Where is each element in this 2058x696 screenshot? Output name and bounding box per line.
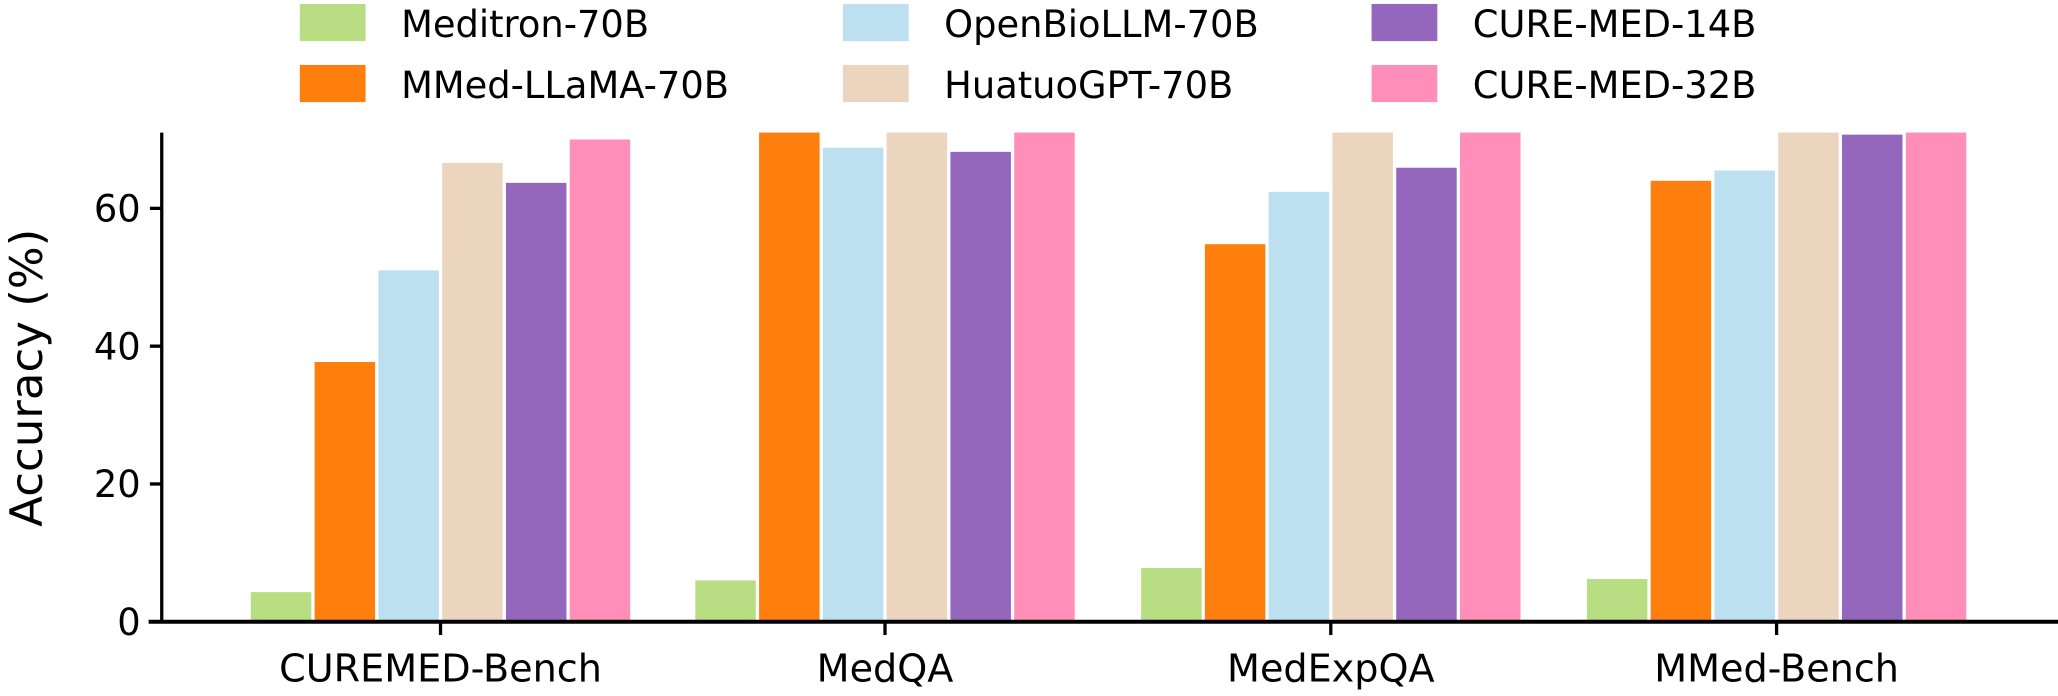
legend-label: MMed-LLaMA-70B	[401, 64, 729, 107]
bar-openbiollm-70b-medexpqa	[1268, 191, 1330, 622]
legend-label: CURE-MED-14B	[1473, 3, 1757, 46]
legend-item: MMed-LLaMA-70B	[299, 64, 729, 107]
bar-meditron-70b-medexpqa	[1141, 568, 1202, 622]
bar-cure-med-32b-curemed-bench	[569, 139, 631, 622]
y-tick-label: 60	[94, 187, 141, 230]
legend-item: CURE-MED-14B	[1371, 3, 1757, 46]
bar-huatuogpt-70b-mmed-bench	[1778, 132, 1839, 622]
legend-label: Meditron-70B	[401, 3, 649, 46]
legend-item: OpenBioLLM-70B	[842, 3, 1259, 46]
bar-meditron-70b-mmed-bench	[1586, 579, 1648, 622]
legend-swatch	[842, 64, 909, 103]
legend-swatch	[842, 3, 909, 42]
bar-meditron-70b-medqa	[695, 580, 756, 622]
axes: 0 20 40 60 CUREMED-Bench MedQA MedExpQA MMed-Be…	[94, 132, 2058, 691]
legend-label: OpenBioLLM-70B	[944, 3, 1259, 46]
bar-cure-med-32b-medexpqa	[1459, 132, 1521, 622]
legend-item: Meditron-70B	[299, 3, 649, 46]
bar-openbiollm-70b-curemed-bench	[378, 270, 439, 622]
x-tick-label: MedExpQA	[1227, 646, 1434, 691]
bars	[250, 132, 1967, 622]
y-tick-label: 40	[94, 325, 141, 368]
bar-cure-med-14b-mmed-bench	[1842, 134, 1903, 622]
legend-swatch	[1371, 64, 1438, 103]
bar-huatuogpt-70b-curemed-bench	[442, 162, 503, 622]
bar-cure-med-14b-medexpqa	[1396, 167, 1457, 622]
bar-openbiollm-70b-mmed-bench	[1714, 170, 1775, 622]
bar-cure-med-14b-medqa	[950, 151, 1011, 622]
y-tick-label: 0	[117, 601, 140, 644]
legend-label: HuatuoGPT-70B	[944, 64, 1233, 107]
bar-cure-med-32b-medqa	[1014, 132, 1075, 622]
bar-huatuogpt-70b-medqa	[886, 132, 948, 622]
bar-mmed-llama-70b-curemed-bench	[314, 362, 376, 622]
legend-swatch	[299, 3, 366, 42]
bar-meditron-70b-curemed-bench	[250, 592, 312, 622]
legend-item: HuatuoGPT-70B	[842, 64, 1233, 107]
x-tick-label: MedQA	[817, 646, 954, 691]
bar-mmed-llama-70b-medexpqa	[1204, 244, 1266, 622]
x-tick-label: MMed-Bench	[1654, 646, 1899, 691]
legend-item: CURE-MED-32B	[1371, 64, 1757, 107]
bar-openbiollm-70b-medqa	[822, 147, 884, 622]
x-tick-label: CUREMED-Bench	[279, 646, 602, 691]
bar-cure-med-32b-mmed-bench	[1905, 132, 1967, 622]
legend-swatch	[299, 64, 366, 103]
y-axis-label: Accuracy (%)	[0, 229, 53, 527]
bar-huatuogpt-70b-medexpqa	[1332, 132, 1393, 622]
bar-cure-med-14b-curemed-bench	[505, 182, 567, 622]
legend-swatch	[1371, 3, 1438, 42]
bar-mmed-llama-70b-medqa	[759, 132, 820, 622]
legend: Meditron-70B MMed-LLaMA-70B OpenBioLLM-70B…	[299, 3, 1757, 107]
y-tick-label: 20	[94, 463, 141, 506]
legend-label: CURE-MED-32B	[1473, 64, 1757, 107]
bar-mmed-llama-70b-mmed-bench	[1650, 180, 1712, 622]
